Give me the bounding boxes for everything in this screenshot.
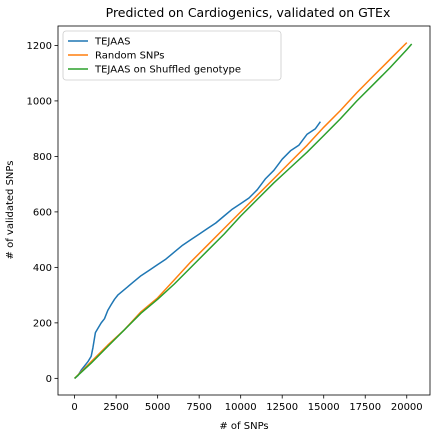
x-tick-label: 2500 bbox=[103, 402, 128, 413]
legend-entry: Random SNPs bbox=[95, 51, 164, 62]
x-tick-label: 10000 bbox=[225, 402, 257, 413]
x-tick-label: 5000 bbox=[145, 402, 170, 413]
x-tick-label: 12500 bbox=[266, 402, 298, 413]
x-tick-label: 20000 bbox=[391, 402, 423, 413]
y-tick-label: 1200 bbox=[27, 41, 52, 52]
y-tick-label: 200 bbox=[33, 318, 52, 329]
legend-entry: TEJAAS bbox=[94, 37, 131, 48]
legend-entry: TEJAAS on Shuffled genotype bbox=[94, 65, 241, 76]
legend: TEJAAS Random SNPs TEJAAS on Shuffled geno… bbox=[62, 30, 282, 81]
y-tick-label: 600 bbox=[33, 207, 52, 218]
y-tick-label: 400 bbox=[33, 263, 52, 274]
series-line-1 bbox=[74, 121, 322, 379]
series-line-2 bbox=[74, 42, 408, 379]
x-axis-label: # of SNPs bbox=[219, 421, 268, 432]
x-tick-label: 7500 bbox=[186, 402, 211, 413]
chart-title: Predicted on Cardiogenics, validated on … bbox=[106, 5, 391, 20]
x-axis: 0 2500 5000 7500 10000 12500 15000 17500 20000 bbox=[71, 395, 423, 413]
legend-box bbox=[62, 30, 282, 81]
y-axis-label: # of validated SNPs bbox=[5, 161, 16, 260]
x-tick-label: 17500 bbox=[349, 402, 381, 413]
y-tick-label: 800 bbox=[33, 152, 52, 163]
x-tick-label: 0 bbox=[71, 402, 77, 413]
series-layer bbox=[74, 42, 413, 379]
y-axis: 0 200 400 600 800 1000 1200 bbox=[27, 41, 58, 385]
series-line-3 bbox=[74, 43, 413, 379]
y-tick-label: 1000 bbox=[27, 96, 52, 107]
y-tick-label: 0 bbox=[46, 374, 52, 385]
x-tick-label: 15000 bbox=[308, 402, 340, 413]
plot-frame bbox=[57, 25, 431, 396]
